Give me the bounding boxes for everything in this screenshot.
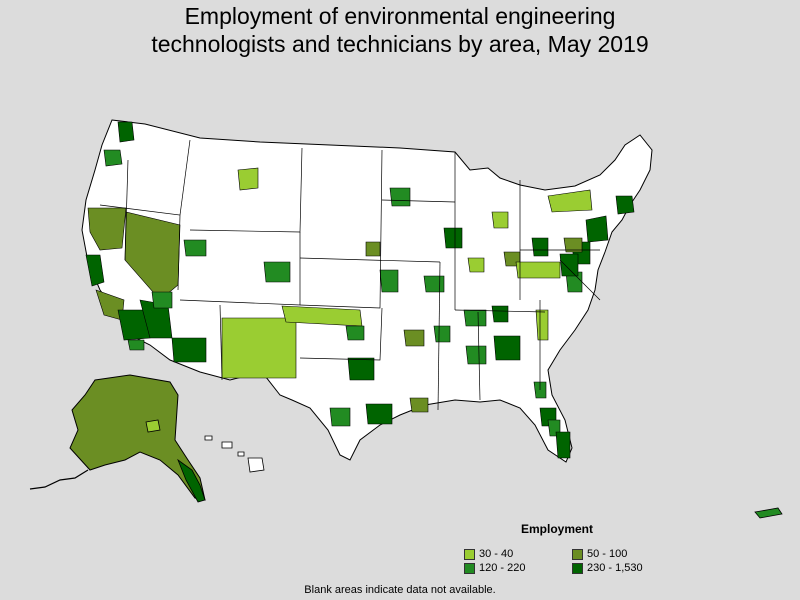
hawaii-islands bbox=[204, 435, 265, 473]
footnote: Blank areas indicate data not available. bbox=[304, 584, 496, 596]
region-oklahoma bbox=[345, 325, 365, 341]
region-austin bbox=[329, 407, 351, 427]
region-iowa bbox=[365, 241, 381, 257]
legend-item-120-220: 120 - 220 bbox=[464, 562, 525, 574]
region-boston bbox=[615, 195, 635, 215]
state-borders bbox=[99, 139, 601, 411]
region-knoxville bbox=[491, 305, 509, 323]
legend-label-50-100: 50 - 100 bbox=[587, 548, 628, 560]
legend-label-120-220: 120 - 220 bbox=[479, 562, 526, 574]
region-miami bbox=[555, 431, 571, 459]
region-minneapolis bbox=[389, 187, 411, 207]
legend-item-230-1530: 230 - 1,530 bbox=[572, 562, 643, 574]
map-title-line-1: Employment of environmental engineering bbox=[184, 3, 616, 29]
region-chicago bbox=[443, 227, 463, 249]
region-portland bbox=[103, 149, 123, 167]
region-northern-california bbox=[87, 207, 127, 251]
legend-title: Employment bbox=[521, 522, 594, 536]
map-title: Employment of environmental engineering … bbox=[0, 2, 800, 58]
legend-swatch-30-40 bbox=[464, 548, 475, 560]
region-seattle bbox=[117, 121, 135, 143]
legend-label-230-1530: 230 - 1,530 bbox=[587, 562, 643, 574]
region-dallas bbox=[347, 357, 375, 381]
alaska-shape bbox=[69, 374, 206, 501]
region-upstate-ny bbox=[547, 189, 593, 213]
region-pittsburgh bbox=[531, 237, 549, 257]
alaska-aleutian-islands bbox=[29, 469, 89, 490]
legend-item-30-40: 30 - 40 bbox=[464, 548, 513, 560]
region-baltimore-dc bbox=[559, 253, 579, 277]
region-salt-lake bbox=[183, 239, 207, 257]
region-birmingham bbox=[465, 345, 487, 365]
region-indiana bbox=[467, 257, 485, 273]
region-denver bbox=[263, 261, 291, 283]
alaska-panhandle-region bbox=[177, 458, 206, 503]
employment-regions bbox=[85, 121, 635, 459]
region-phoenix bbox=[171, 337, 207, 363]
map-title-line-2: technologists and technicians by area, M… bbox=[151, 31, 649, 57]
legend-swatch-230-1530 bbox=[572, 562, 583, 574]
legend-swatch-50-100 bbox=[572, 548, 583, 560]
region-new-york bbox=[585, 215, 609, 243]
region-san-diego bbox=[127, 339, 145, 351]
legend-item-50-100: 50 - 100 bbox=[572, 548, 627, 560]
region-louisiana bbox=[409, 397, 429, 413]
region-st-louis bbox=[423, 275, 445, 293]
region-nashville bbox=[463, 309, 487, 327]
puerto-rico-shape bbox=[754, 507, 783, 519]
legend-label-30-40: 30 - 40 bbox=[479, 548, 514, 560]
legend-swatch-120-220 bbox=[464, 562, 475, 574]
region-kentucky bbox=[515, 261, 561, 279]
region-las-vegas bbox=[151, 291, 173, 309]
region-montana bbox=[237, 167, 259, 191]
region-pennsylvania bbox=[563, 237, 583, 253]
region-new-mexico bbox=[221, 317, 297, 379]
region-atlanta bbox=[493, 335, 521, 361]
region-houston bbox=[365, 403, 393, 425]
region-carolinas bbox=[535, 309, 549, 341]
region-kansas-city bbox=[379, 269, 399, 293]
alaska-anchorage-region bbox=[145, 419, 161, 433]
region-memphis bbox=[403, 329, 425, 347]
region-jackson bbox=[433, 325, 451, 343]
region-bay-area bbox=[85, 254, 105, 287]
region-michigan bbox=[491, 211, 509, 229]
